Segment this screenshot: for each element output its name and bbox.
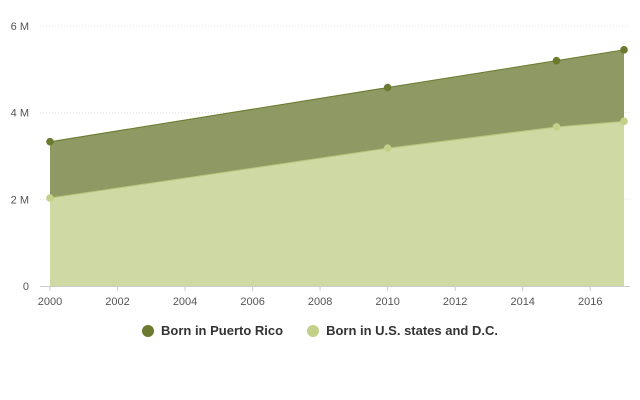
y-tick-label: 2 M xyxy=(11,194,29,206)
point-born-in-puerto-rico xyxy=(552,56,561,65)
point-born-in-puerto-rico xyxy=(46,137,54,146)
point-born-in-us-states xyxy=(552,123,561,131)
point-born-in-us-states xyxy=(620,117,628,126)
x-tick-label: 2010 xyxy=(375,296,399,308)
area-born-in-puerto-rico xyxy=(50,49,624,199)
legend-label-born-in-us-states: Born in U.S. states and D.C. xyxy=(326,323,498,338)
legend: Born in Puerto Rico Born in U.S. states … xyxy=(0,323,640,338)
x-tick-label: 2012 xyxy=(443,296,467,308)
legend-marker-born-in-puerto-rico xyxy=(142,324,154,337)
y-tick-label: 6 M xyxy=(11,21,29,33)
y-tick-label: 0 xyxy=(23,281,29,293)
x-tick-label: 2016 xyxy=(578,296,602,308)
x-tick-label: 2006 xyxy=(240,296,264,308)
markers xyxy=(46,46,628,202)
line-born-in-us-states xyxy=(49,120,625,199)
point-born-in-us-states xyxy=(383,144,392,152)
y-tick-label: 4 M xyxy=(11,108,29,120)
x-tick-label: 2004 xyxy=(173,296,197,308)
x-tick-label: 2000 xyxy=(38,296,62,308)
areas xyxy=(49,49,625,286)
area-chart: 0 2 M 4 M 6 M 2000 2002 2004 2006 2008 2010 2012 20… xyxy=(11,21,630,308)
point-born-in-us-states xyxy=(46,194,54,202)
legend-label-born-in-puerto-rico: Born in Puerto Rico xyxy=(161,323,284,338)
x-axis xyxy=(40,286,630,291)
area-born-in-us-states xyxy=(50,121,624,286)
x-tick-label: 2014 xyxy=(510,296,534,308)
legend-item-born-in-puerto-rico[interactable]: Born in Puerto Rico xyxy=(142,323,283,338)
legend-item-born-in-us-states[interactable]: Born in U.S. states and D.C. xyxy=(307,323,498,338)
x-tick-label: 2002 xyxy=(105,296,129,308)
point-born-in-puerto-rico xyxy=(620,46,628,54)
line-born-in-puerto-rico xyxy=(49,49,625,143)
point-born-in-puerto-rico xyxy=(383,83,392,92)
tick-labels: 0 2 M 4 M 6 M 2000 2002 2004 2006 2008 2010 2012 20… xyxy=(11,21,603,308)
legend-marker-born-in-us-states xyxy=(307,324,320,337)
x-tick-label: 2008 xyxy=(308,296,332,308)
